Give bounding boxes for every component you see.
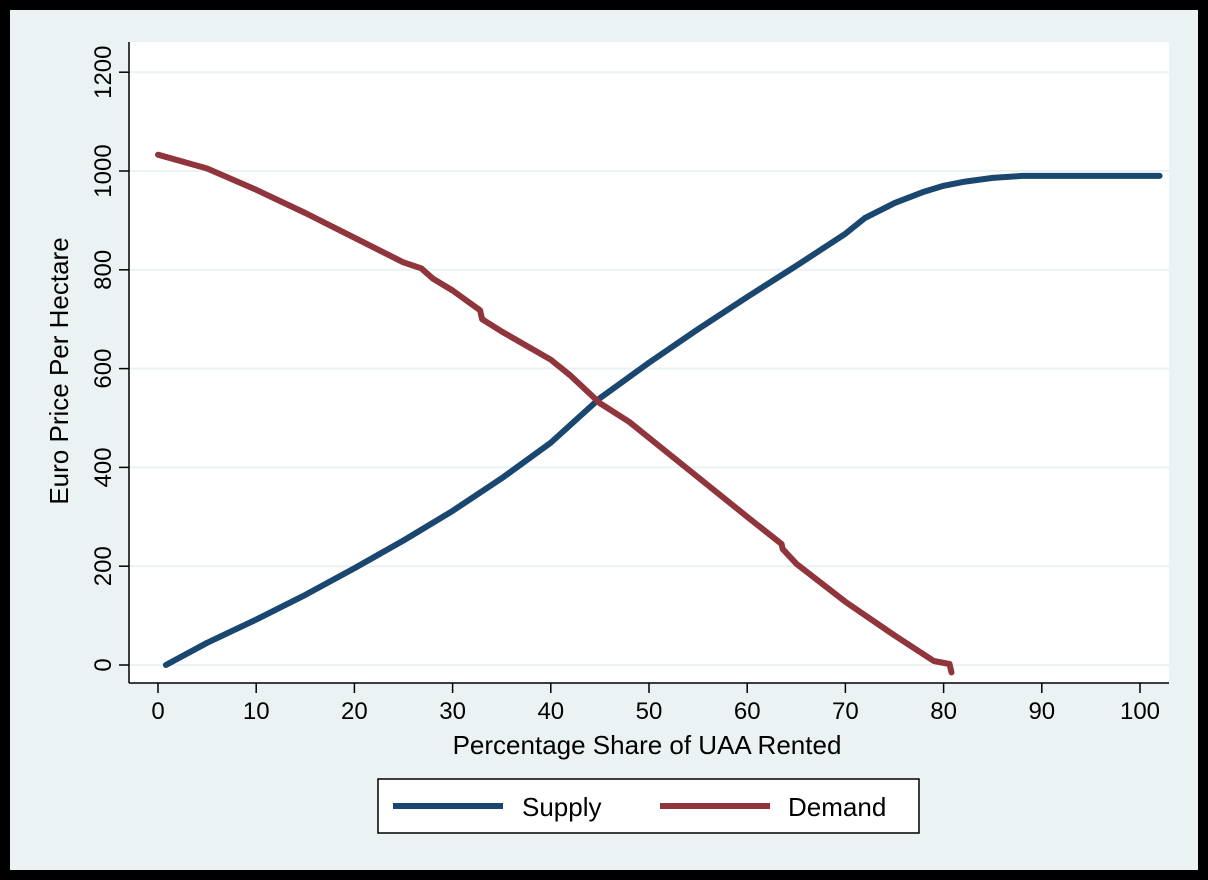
- x-tick-label: 30: [439, 698, 466, 725]
- series-line-supply: [162, 172, 1163, 668]
- legend-label-supply: Supply: [522, 792, 602, 822]
- x-tick-label: 0: [151, 698, 164, 725]
- series-lines: [155, 151, 1163, 676]
- x-axis-ticks: 0 10 20 30 40 50 60 70 80 90 100: [151, 683, 1160, 725]
- y-axis-title: Euro Price Per Hectare: [44, 237, 74, 504]
- y-tick-label: 400: [90, 447, 117, 487]
- x-tick-label: 50: [636, 698, 663, 725]
- grid-lines: [129, 71, 1169, 666]
- legend: Supply Demand: [377, 778, 920, 834]
- x-tick-label: 20: [341, 698, 368, 725]
- x-tick-label: 40: [537, 698, 564, 725]
- legend-label-demand: Demand: [788, 792, 886, 822]
- x-tick-label: 100: [1120, 698, 1160, 725]
- series-line-demand: [155, 151, 955, 676]
- y-tick-label: 1200: [90, 46, 117, 99]
- x-tick-label: 60: [734, 698, 761, 725]
- y-tick-label: 800: [90, 250, 117, 290]
- y-tick-label: 600: [90, 349, 117, 389]
- y-tick-label: 200: [90, 546, 117, 586]
- y-axis-ticks: 0 200 400 600 800 1000 1200: [90, 46, 129, 672]
- x-tick-label: 70: [832, 698, 859, 725]
- x-tick-label: 80: [930, 698, 957, 725]
- x-tick-label: 90: [1028, 698, 1055, 725]
- y-tick-label: 1000: [90, 144, 117, 197]
- x-tick-label: 10: [243, 698, 270, 725]
- chart-frame: 0 200 400 600 800 1000 1200 0 10 20 30 40 50 60 70 80 9…: [10, 10, 1198, 870]
- x-axis-title: Percentage Share of UAA Rented: [453, 730, 842, 760]
- line-chart: 0 200 400 600 800 1000 1200 0 10 20 30 40 50 60 70 80 9…: [44, 42, 1169, 834]
- y-tick-label: 0: [90, 658, 117, 671]
